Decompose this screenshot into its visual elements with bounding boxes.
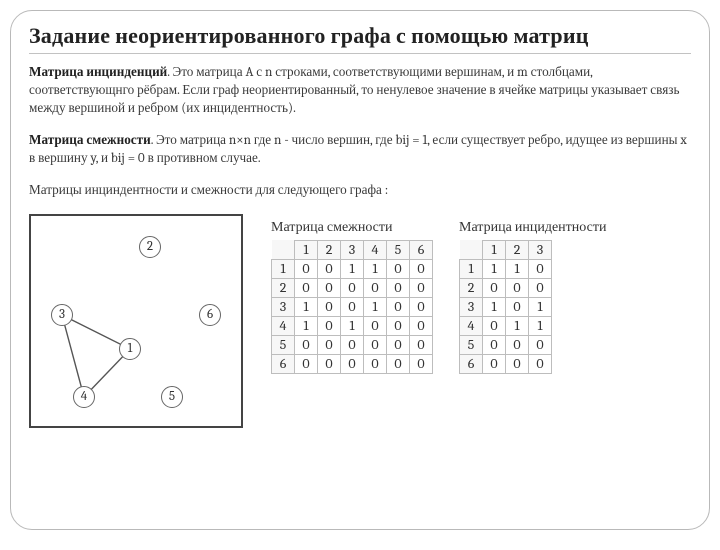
incidence-cell: 0 [483, 354, 506, 373]
adjacency-cell: 0 [295, 259, 318, 278]
adjacency-cell: 0 [295, 278, 318, 297]
bold-adjacency: Матрица смежности [29, 133, 151, 148]
graph-node-2: 2 [139, 236, 161, 258]
adjacency-col-header: 6 [410, 240, 433, 259]
bold-incidence: Матрица инцинденций [29, 65, 167, 80]
adjacency-cell: 0 [387, 278, 410, 297]
graph-node-5: 5 [161, 386, 183, 408]
incidence-cell: 1 [506, 259, 529, 278]
adjacency-row-header: 6 [272, 354, 295, 373]
adjacency-cell: 0 [410, 297, 433, 316]
adjacency-cell: 0 [318, 259, 341, 278]
adjacency-cell: 0 [364, 335, 387, 354]
paragraph-adjacency: Матрица смежности. Это матрица n×n где n… [29, 132, 691, 168]
adjacency-cell: 0 [295, 335, 318, 354]
incidence-row-header: 1 [460, 259, 483, 278]
adjacency-col-header: 2 [318, 240, 341, 259]
adjacency-cell: 1 [295, 297, 318, 316]
incidence-cell: 0 [506, 297, 529, 316]
incidence-cell: 0 [483, 335, 506, 354]
adjacency-cell: 1 [341, 316, 364, 335]
graph-box: 1 2 3 4 5 6 [29, 214, 243, 428]
adjacency-cell: 0 [364, 278, 387, 297]
incidence-row-header: 6 [460, 354, 483, 373]
incidence-row-header: 4 [460, 316, 483, 335]
adjacency-col-header: 3 [341, 240, 364, 259]
incidence-col-header: 2 [506, 240, 529, 259]
adjacency-title: Матрица смежности [271, 218, 433, 236]
page-title: Задание неориентированного графа с помощ… [29, 23, 691, 54]
adjacency-cell: 0 [318, 316, 341, 335]
incidence-col-header: 1 [483, 240, 506, 259]
incidence-cell: 0 [506, 354, 529, 373]
incidence-row-header: 2 [460, 278, 483, 297]
incidence-table: 123111020003101401150006000 [459, 240, 552, 374]
adjacency-cell: 0 [387, 335, 410, 354]
adjacency-cell: 0 [410, 278, 433, 297]
graph-node-3: 3 [51, 304, 73, 326]
incidence-cell: 0 [529, 278, 552, 297]
incidence-cell: 1 [506, 316, 529, 335]
adjacency-cell: 0 [410, 259, 433, 278]
adjacency-cell: 0 [387, 297, 410, 316]
incidence-cell: 0 [506, 278, 529, 297]
adjacency-cell: 0 [341, 278, 364, 297]
incidence-cell: 1 [529, 316, 552, 335]
incidence-row-header: 5 [460, 335, 483, 354]
adjacency-cell: 0 [387, 354, 410, 373]
incidence-cell: 0 [483, 278, 506, 297]
adjacency-cell: 0 [318, 335, 341, 354]
adjacency-cell: 1 [364, 259, 387, 278]
adjacency-cell: 0 [410, 354, 433, 373]
incidence-title: Матрица инцидентности [459, 218, 606, 236]
incidence-cell: 0 [506, 335, 529, 354]
incidence-row-header: 3 [460, 297, 483, 316]
paragraph-incidence: Матрица инцинденций. Это матрица A с n с… [29, 64, 691, 118]
adjacency-cell: 0 [318, 278, 341, 297]
adjacency-cell: 0 [318, 354, 341, 373]
adjacency-cell: 0 [295, 354, 318, 373]
incidence-cell: 1 [483, 297, 506, 316]
adjacency-row-header: 5 [272, 335, 295, 354]
adjacency-block: Матрица смежности 1234561001100200000031… [271, 218, 433, 374]
adjacency-row-header: 1 [272, 259, 295, 278]
adjacency-cell: 0 [341, 297, 364, 316]
adjacency-cell: 0 [410, 335, 433, 354]
adjacency-cell: 0 [341, 354, 364, 373]
adjacency-row-header: 2 [272, 278, 295, 297]
adjacency-col-header: 4 [364, 240, 387, 259]
figure-row: 123456 Матрица смежности 123456100110020… [29, 214, 691, 428]
adjacency-cell: 1 [295, 316, 318, 335]
adjacency-cell: 0 [364, 354, 387, 373]
adjacency-cell: 1 [364, 297, 387, 316]
adjacency-table: 1234561001100200000031001004101000500000… [271, 240, 433, 374]
incidence-cell: 0 [529, 259, 552, 278]
incidence-block: Матрица инцидентности 123111020003101401… [459, 218, 606, 374]
adjacency-cell: 0 [387, 316, 410, 335]
incidence-cell: 1 [529, 297, 552, 316]
adjacency-cell: 1 [341, 259, 364, 278]
graph-node-1: 1 [119, 338, 141, 360]
graph-node-4: 4 [73, 386, 95, 408]
page-card: Задание неориентированного графа с помощ… [10, 10, 710, 530]
incidence-cell: 0 [529, 335, 552, 354]
incidence-cell: 1 [483, 259, 506, 278]
paragraph-lead: Матрицы инциндентности и смежности для с… [29, 182, 691, 200]
adjacency-row-header: 3 [272, 297, 295, 316]
adjacency-cell: 0 [410, 316, 433, 335]
adjacency-cell: 0 [364, 316, 387, 335]
adjacency-col-header: 1 [295, 240, 318, 259]
matrices: Матрица смежности 1234561001100200000031… [271, 214, 606, 374]
adjacency-cell: 0 [318, 297, 341, 316]
adjacency-col-header: 5 [387, 240, 410, 259]
adjacency-cell: 0 [341, 335, 364, 354]
graph-node-6: 6 [199, 304, 221, 326]
incidence-cell: 0 [483, 316, 506, 335]
adjacency-row-header: 4 [272, 316, 295, 335]
adjacency-cell: 0 [387, 259, 410, 278]
incidence-col-header: 3 [529, 240, 552, 259]
incidence-cell: 0 [529, 354, 552, 373]
